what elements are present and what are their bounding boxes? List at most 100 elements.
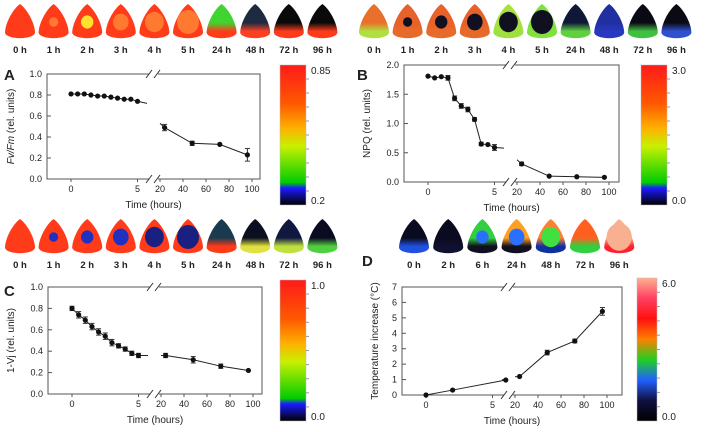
y-axis-title-rest: Temperature increase (°C)	[370, 282, 381, 399]
leaf-time-label: 0 h	[13, 260, 27, 271]
data-point	[190, 357, 196, 363]
data-point	[101, 93, 107, 99]
colorbar	[640, 64, 668, 206]
y-tick-label: 0.2	[29, 153, 42, 163]
leaf-lesion	[499, 11, 518, 33]
data-point	[465, 106, 471, 113]
x-tick-label: 5	[135, 184, 140, 194]
data-point	[245, 367, 251, 374]
data-point	[425, 73, 431, 79]
axis-break-mark	[502, 177, 510, 187]
data-point	[102, 333, 108, 339]
leaf-time-label: 5 h	[181, 260, 195, 271]
y-axis-title-rest: (rel. units)	[6, 89, 17, 136]
colorbar-min-label: 0.2	[311, 196, 325, 207]
leaf-lesion	[177, 225, 199, 249]
data-point	[89, 323, 95, 330]
leaf-time-label: 96 h	[313, 260, 332, 271]
data-point	[134, 98, 141, 104]
leaf-image	[359, 4, 389, 39]
colorbar	[636, 277, 658, 422]
x-tick-label: 100	[599, 400, 614, 410]
leaf-lesion	[81, 230, 94, 244]
leaf-lesion	[113, 228, 129, 246]
data-point	[574, 174, 580, 180]
y-tick-label: 0.4	[30, 346, 43, 356]
x-tick-label: 0	[425, 187, 430, 197]
data-point	[218, 363, 224, 369]
y-axis-title: Temperature increase (°C)	[370, 282, 381, 399]
y-tick-label: 0.0	[29, 174, 42, 184]
colorbar-min-label: 0.0	[672, 196, 686, 207]
x-tick-label: 5	[492, 187, 497, 197]
y-tick-label: 0	[392, 390, 397, 400]
y-axis-title: 1-Vj (rel. units)	[6, 308, 17, 373]
panel-letter: A	[4, 67, 15, 84]
data-point	[128, 96, 134, 102]
y-tick-label: 7	[392, 282, 397, 292]
axis-break-mark	[510, 60, 518, 70]
data-point	[450, 387, 456, 393]
data-point	[517, 373, 523, 380]
data-point	[458, 103, 464, 109]
leaf-time-label: 48 h	[600, 45, 619, 56]
data-point	[452, 95, 458, 101]
x-tick-label: 5	[490, 400, 495, 410]
y-axis-title: Fv/Fm (rel. units)	[6, 89, 17, 165]
data-point	[503, 377, 509, 383]
x-axis-title: Time (hours)	[127, 415, 183, 426]
leaf-image	[206, 4, 237, 39]
data-point	[438, 74, 444, 80]
leaf-time-label: 72 h	[575, 260, 594, 271]
data-point	[544, 349, 550, 356]
y-tick-label: 5	[392, 313, 397, 323]
series-line-late	[159, 122, 248, 156]
y-tick-label: 1.0	[30, 282, 43, 292]
x-tick-label: 40	[533, 400, 543, 410]
x-tick-label: 80	[581, 187, 591, 197]
axis-break-mark	[154, 282, 162, 292]
axis-break-gap	[504, 284, 513, 398]
leaf-time-label: 6 h	[476, 260, 490, 271]
data-point	[109, 340, 115, 346]
data-point	[217, 141, 223, 147]
leaf-time-label: 24 h	[507, 260, 526, 271]
leaf-image	[560, 4, 591, 39]
y-tick-label: 0.4	[29, 132, 42, 142]
axis-break-mark	[500, 390, 508, 400]
leaf-time-label: 5 h	[535, 45, 549, 56]
data-point	[68, 91, 74, 97]
series-line-late	[161, 354, 249, 371]
x-tick-label: 20	[512, 187, 522, 197]
panel-letter: B	[357, 67, 368, 84]
colorbar-max-label: 6.0	[662, 279, 676, 290]
data-point	[76, 312, 82, 318]
x-tick-label: 60	[201, 184, 211, 194]
data-point	[432, 75, 438, 81]
x-tick-label: 80	[224, 184, 234, 194]
leaf-time-label: 3 h	[114, 45, 128, 56]
y-axis-title-italic: Fv/Fm	[6, 136, 17, 164]
leaf-time-label: 4 h	[148, 45, 162, 56]
panel-d: 0 h 2 h 6 h 24 h 48 h 72 h 96 h D 0 1 2 3 4 5 6 7 0 5 20 40…	[362, 219, 676, 427]
leaf-time-label: 4 h	[148, 260, 162, 271]
y-tick-label: 0.8	[29, 90, 42, 100]
leaf-image	[273, 219, 304, 254]
data-point	[122, 346, 128, 352]
leaf-lesion	[403, 17, 413, 27]
x-tick-label: 20	[155, 184, 165, 194]
panel-letter: D	[362, 253, 373, 270]
y-tick-label: 4	[392, 328, 397, 338]
data-point	[82, 317, 88, 323]
leaf-image	[627, 4, 658, 39]
y-tick-label: 0.0	[30, 389, 43, 399]
y-tick-label: 1.0	[29, 69, 42, 79]
x-tick-label: 0	[69, 399, 74, 409]
leaf-image	[206, 219, 237, 254]
axis-break-gap	[149, 71, 158, 182]
y-tick-label: 2	[392, 359, 397, 369]
leaf-lesion	[113, 13, 129, 31]
panel-letter: C	[4, 283, 15, 300]
leaf-time-label: 48 h	[541, 260, 560, 271]
leaf-time-label: 0 h	[367, 45, 381, 56]
